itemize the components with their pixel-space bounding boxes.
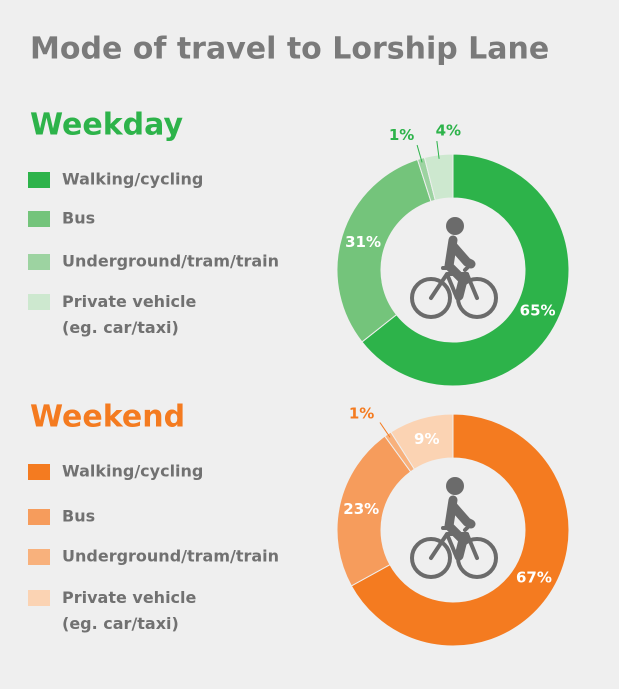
value-label: 9% <box>414 430 439 448</box>
legend-label: Walking/cycling <box>62 170 203 189</box>
bike-wheel <box>410 537 452 579</box>
bicycle-icon <box>410 477 498 579</box>
legend-swatch <box>28 590 50 606</box>
legend-label: Private vehicle (eg. car/taxi) <box>62 292 197 337</box>
legend-swatch <box>28 464 50 480</box>
bicycle-icon <box>410 217 498 319</box>
value-label: 31% <box>345 233 381 251</box>
legend-swatch <box>28 509 50 525</box>
value-label: 4% <box>436 122 461 140</box>
legend-swatch <box>28 172 50 188</box>
legend-label: Underground/tram/train <box>62 547 279 566</box>
legend-swatch <box>28 549 50 565</box>
donut-segment <box>361 153 570 387</box>
leader-line <box>416 144 423 163</box>
donut-segment <box>390 413 454 470</box>
rider-body <box>444 495 476 561</box>
value-label: 65% <box>520 301 556 319</box>
value-label: 1% <box>389 126 414 144</box>
legend-label: Bus <box>62 507 95 526</box>
value-label: 23% <box>343 500 379 518</box>
legend-label: Walking/cycling <box>62 462 203 481</box>
rider-head <box>446 477 464 495</box>
rider-body <box>444 235 476 301</box>
donut-segment <box>336 158 432 343</box>
legend-label: Private vehicle (eg. car/taxi) <box>62 588 197 633</box>
rider-head <box>446 217 464 235</box>
chart-title: Weekday <box>30 108 183 143</box>
bike-wheel <box>410 277 452 319</box>
legend-swatch <box>28 254 50 270</box>
chart-title: Weekend <box>30 400 185 435</box>
legend-swatch <box>28 294 50 310</box>
value-label: 1% <box>349 405 374 423</box>
page-title: Mode of travel to Lorship Lane <box>30 32 549 67</box>
leader-line <box>379 422 391 438</box>
legend-label: Bus <box>62 209 95 228</box>
value-label: 67% <box>516 568 552 586</box>
legend-label: Underground/tram/train <box>62 252 279 271</box>
leader-line <box>436 140 440 159</box>
legend-swatch <box>28 211 50 227</box>
donut-segment <box>423 153 454 201</box>
donut-segment <box>350 413 570 647</box>
